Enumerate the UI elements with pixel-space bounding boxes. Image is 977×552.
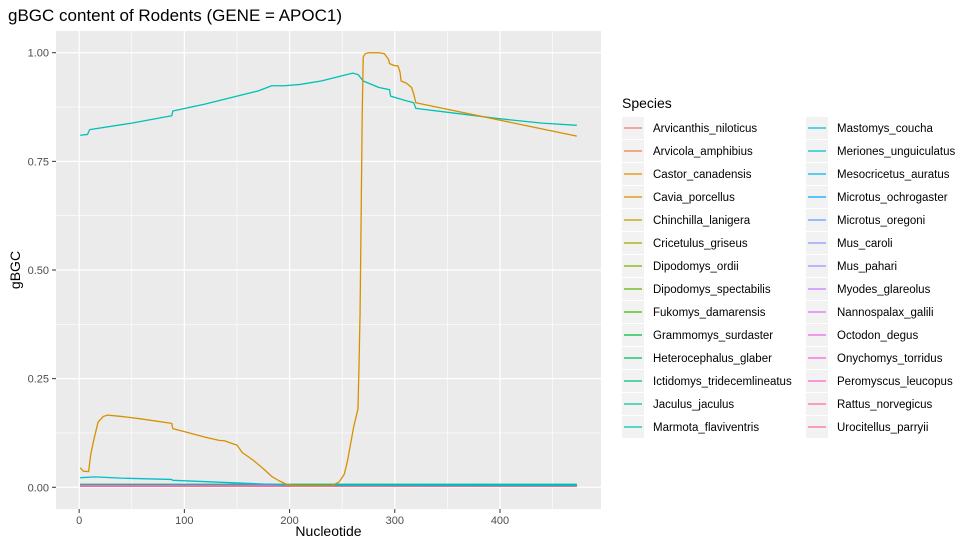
- legend-label: Rattus_norvegicus: [837, 399, 932, 411]
- legend-label: Marmota_flaviventris: [653, 422, 759, 434]
- y-tick-label: 0.25: [28, 374, 49, 386]
- series-line-marmota-flaviventris: [80, 72, 577, 136]
- legend-item: Peromyscus_leucopus: [806, 370, 953, 392]
- legend-label: Urocitellus_parryii: [837, 422, 928, 434]
- legend-label: Microtus_oregoni: [837, 215, 925, 227]
- legend-label: Nannospalax_galili: [837, 307, 934, 319]
- legend-item: Heterocephalus_glaber: [622, 347, 772, 369]
- legend-label: Octodon_degus: [837, 330, 918, 342]
- legend-item: Urocitellus_parryii: [806, 416, 928, 438]
- legend-label: Microtus_ochrogaster: [837, 192, 948, 204]
- legend-item: Cavia_porcellus: [622, 186, 735, 208]
- legend-label: Cavia_porcellus: [653, 192, 735, 204]
- series-layer: [79, 52, 577, 488]
- legend-item: Mus_caroli: [806, 232, 893, 254]
- x-tick-label: 0: [76, 515, 82, 527]
- legend-label: Arvicola_amphibius: [653, 146, 753, 158]
- legend-label: Mesocricetus_auratus: [837, 169, 950, 181]
- legend-item: Octodon_degus: [806, 324, 918, 346]
- legend-items: Arvicanthis_niloticus Arvicola_amphibius C…: [622, 117, 956, 438]
- legend-item: Onychomys_torridus: [806, 347, 943, 369]
- legend-label: Peromyscus_leucopus: [837, 376, 953, 388]
- legend-item: Fukomys_damarensis: [622, 301, 766, 323]
- legend-label: Grammomys_surdaster: [653, 330, 773, 342]
- x-axis-label: Nucleotide: [295, 523, 361, 539]
- legend: Species Arvicanthis_niloticus Arvicola_am…: [622, 95, 956, 438]
- legend-label: Onychomys_torridus: [837, 353, 943, 365]
- legend-item: Jaculus_jaculus: [622, 393, 734, 415]
- legend-label: Chinchilla_lanigera: [653, 215, 751, 227]
- series-line-cavia-porcellus: [79, 52, 577, 487]
- legend-label: Cricetulus_griseus: [653, 238, 748, 250]
- legend-item: Grammomys_surdaster: [622, 324, 773, 346]
- legend-label: Fukomys_damarensis: [653, 307, 766, 319]
- legend-item: Mastomys_coucha: [806, 117, 933, 139]
- legend-item: Microtus_ochrogaster: [806, 186, 948, 208]
- legend-item: Mus_pahari: [806, 255, 897, 277]
- x-tick-label: 100: [175, 515, 193, 527]
- legend-item: Castor_canadensis: [622, 163, 752, 185]
- legend-label: Heterocephalus_glaber: [653, 353, 772, 365]
- y-tick-label: 0.50: [28, 265, 49, 277]
- y-axis: 0.00 0.25 0.50 0.75 1.00: [28, 48, 56, 494]
- x-axis: 0 100 200 300 400: [76, 509, 509, 527]
- y-axis-label: gBGC: [7, 251, 23, 289]
- legend-item: Dipodomys_spectabilis: [622, 278, 771, 300]
- legend-item: Nannospalax_galili: [806, 301, 934, 323]
- legend-label: Mus_caroli: [837, 238, 893, 250]
- y-tick-label: 0.00: [28, 482, 49, 494]
- chart-title: gBGC content of Rodents (GENE = APOC1): [8, 6, 342, 25]
- legend-item: Meriones_unguiculatus: [806, 140, 956, 162]
- legend-item: Myodes_glareolus: [806, 278, 931, 300]
- legend-label: Mus_pahari: [837, 261, 897, 273]
- legend-item: Arvicola_amphibius: [622, 140, 753, 162]
- legend-label: Jaculus_jaculus: [653, 399, 734, 411]
- x-tick-label: 400: [491, 515, 509, 527]
- legend-label: Mastomys_coucha: [837, 123, 933, 135]
- legend-item: Chinchilla_lanigera: [622, 209, 751, 231]
- y-tick-label: 0.75: [28, 156, 49, 168]
- x-tick-label: 300: [386, 515, 404, 527]
- legend-label: Castor_canadensis: [653, 169, 752, 181]
- legend-item: Ictidomys_tridecemlineatus: [622, 370, 792, 392]
- grid-major: [56, 31, 601, 509]
- legend-item: Mesocricetus_auratus: [806, 163, 950, 185]
- legend-label: Dipodomys_spectabilis: [653, 284, 771, 296]
- legend-title: Species: [622, 95, 672, 111]
- legend-label: Myodes_glareolus: [837, 284, 931, 296]
- legend-item: Marmota_flaviventris: [622, 416, 759, 438]
- legend-item: Microtus_oregoni: [806, 209, 925, 231]
- y-tick-label: 1.00: [28, 48, 49, 60]
- legend-item: Dipodomys_ordii: [622, 255, 739, 277]
- x-tick-label: 200: [280, 515, 298, 527]
- legend-item: Arvicanthis_niloticus: [622, 117, 757, 139]
- legend-label: Dipodomys_ordii: [653, 261, 739, 273]
- legend-item: Rattus_norvegicus: [806, 393, 932, 415]
- legend-item: Cricetulus_griseus: [622, 232, 748, 254]
- legend-label: Ictidomys_tridecemlineatus: [653, 376, 792, 388]
- legend-label: Meriones_unguiculatus: [837, 146, 956, 158]
- legend-label: Arvicanthis_niloticus: [653, 123, 757, 135]
- series-line-meriones-unguiculatus: [80, 476, 577, 487]
